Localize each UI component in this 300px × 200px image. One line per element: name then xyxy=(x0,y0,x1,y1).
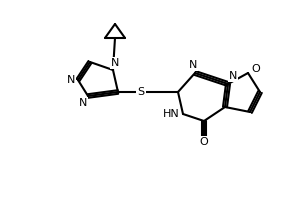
Text: N: N xyxy=(189,60,197,70)
Text: N: N xyxy=(79,98,87,108)
Text: N: N xyxy=(111,58,119,68)
Text: N: N xyxy=(229,71,237,81)
Text: S: S xyxy=(137,87,145,97)
Text: O: O xyxy=(252,64,260,74)
Text: N: N xyxy=(67,75,75,85)
Text: HN: HN xyxy=(163,109,179,119)
Text: O: O xyxy=(200,137,208,147)
